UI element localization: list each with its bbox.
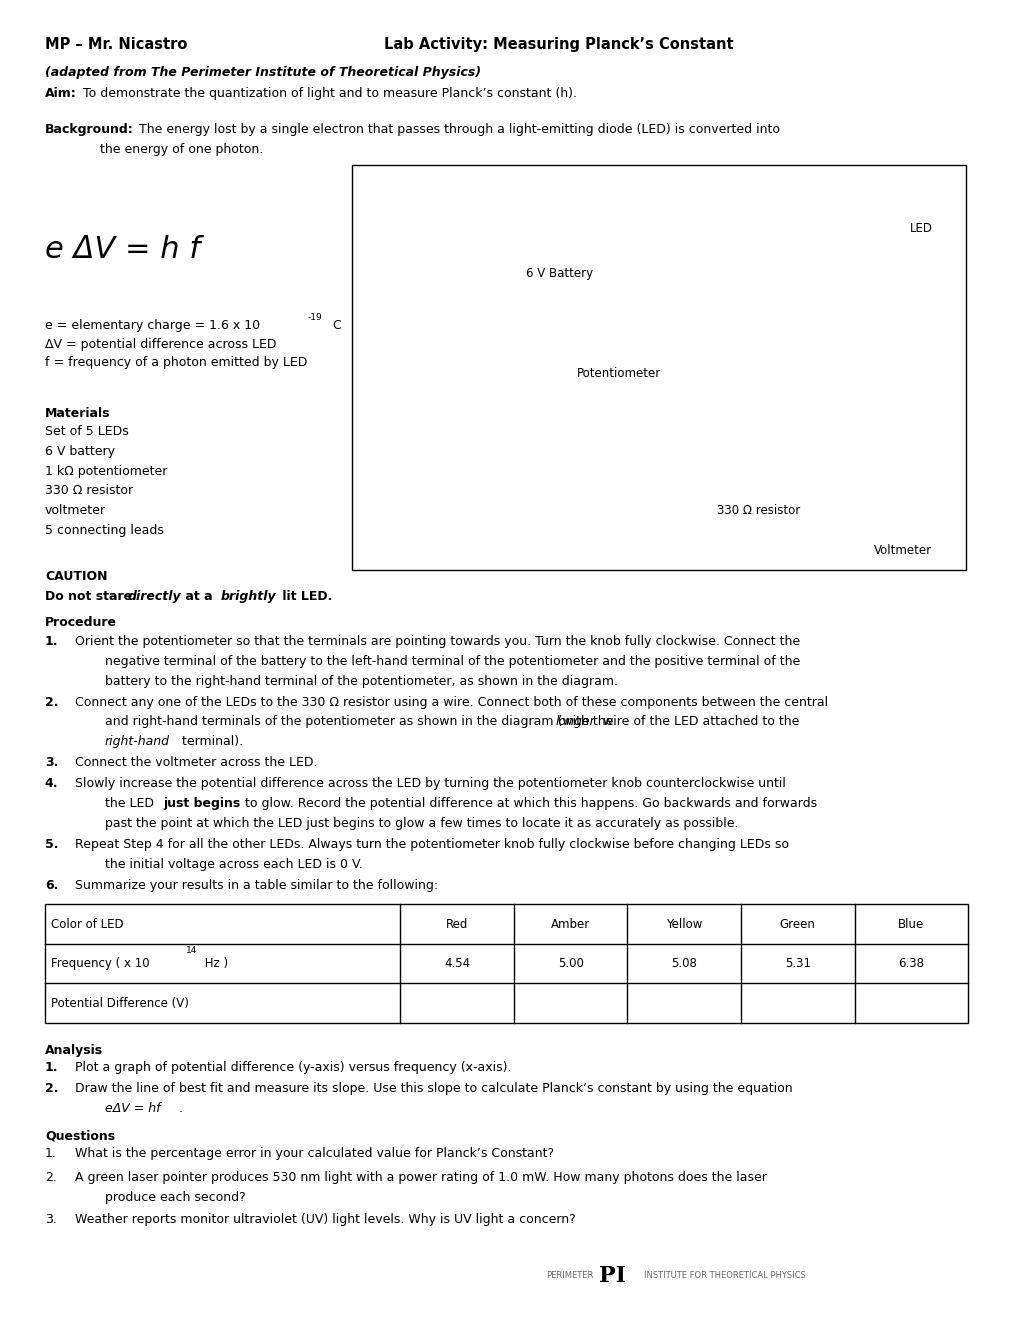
Text: 6.: 6. [45, 879, 58, 892]
Text: 1 kΩ potentiometer: 1 kΩ potentiometer [45, 465, 167, 478]
Text: Lab Activity: Measuring Planck’s Constant: Lab Activity: Measuring Planck’s Constan… [384, 37, 733, 51]
Bar [45, 904, 967, 1023]
Text: produce each second?: produce each second? [105, 1191, 246, 1204]
Text: 3.: 3. [45, 756, 58, 770]
Text: C: C [329, 319, 341, 333]
Text: 6 V battery: 6 V battery [45, 445, 115, 458]
Text: Plot a graph of potential difference (y-axis) versus frequency (x-axis).: Plot a graph of potential difference (y-… [74, 1061, 511, 1074]
Text: Potentiometer: Potentiometer [577, 367, 660, 380]
Text: 1.: 1. [45, 1061, 58, 1074]
Text: Voltmeter: Voltmeter [873, 544, 931, 557]
Text: Color of LED: Color of LED [51, 917, 123, 931]
Text: the energy of one photon.: the energy of one photon. [100, 143, 263, 156]
Text: PI: PI [598, 1265, 626, 1287]
Text: INSTITUTE FOR THEORETICAL PHYSICS: INSTITUTE FOR THEORETICAL PHYSICS [643, 1271, 805, 1280]
Text: 5.: 5. [45, 838, 58, 851]
Text: 6.38: 6.38 [898, 957, 923, 970]
Text: 2.: 2. [45, 696, 58, 709]
Text: To demonstrate the quantization of light and to measure Planck’s constant (h).: To demonstrate the quantization of light… [78, 87, 577, 100]
Text: to glow. Record the potential difference at which this happens. Go backwards and: to glow. Record the potential difference… [240, 797, 816, 810]
Text: 330 Ω resistor: 330 Ω resistor [716, 504, 800, 517]
Text: at a: at a [180, 590, 216, 603]
Text: Procedure: Procedure [45, 616, 117, 630]
Text: e ΔV = h f: e ΔV = h f [45, 235, 200, 264]
Text: 1.: 1. [45, 1147, 57, 1160]
Text: 3.: 3. [45, 1213, 57, 1226]
Text: 5 connecting leads: 5 connecting leads [45, 524, 164, 537]
Text: lit LED.: lit LED. [278, 590, 332, 603]
Text: Amber: Amber [550, 917, 590, 931]
Text: 5.08: 5.08 [671, 957, 697, 970]
Text: the initial voltage across each LED is 0 V.: the initial voltage across each LED is 0… [105, 858, 363, 871]
Text: LED: LED [909, 222, 931, 235]
Text: Draw the line of best fit and measure its slope. Use this slope to calculate Pla: Draw the line of best fit and measure it… [74, 1082, 792, 1096]
Text: Do not stare: Do not stare [45, 590, 137, 603]
Text: 4.: 4. [45, 777, 58, 791]
Text: just begins: just begins [163, 797, 240, 810]
Text: Aim:: Aim: [45, 87, 76, 100]
Text: Connect the voltmeter across the LED.: Connect the voltmeter across the LED. [74, 756, 317, 770]
Text: Summarize your results in a table similar to the following:: Summarize your results in a table simila… [74, 879, 437, 892]
Text: MP – Mr. Nicastro: MP – Mr. Nicastro [45, 37, 187, 51]
Text: Repeat Step 4 for all the other LEDs. Always turn the potentiometer knob fully c: Repeat Step 4 for all the other LEDs. Al… [74, 838, 788, 851]
Text: directly: directly [127, 590, 181, 603]
Text: Frequency ( x 10: Frequency ( x 10 [51, 957, 150, 970]
Text: (adapted from The Perimeter Institute of Theoretical Physics): (adapted from The Perimeter Institute of… [45, 66, 481, 79]
Text: negative terminal of the battery to the left-hand terminal of the potentiometer : negative terminal of the battery to the … [105, 655, 799, 668]
Text: A green laser pointer produces 530 nm light with a power rating of 1.0 mW. How m: A green laser pointer produces 530 nm li… [74, 1171, 766, 1184]
Text: Connect any one of the LEDs to the 330 Ω resistor using a wire. Connect both of : Connect any one of the LEDs to the 330 Ω… [74, 696, 827, 709]
Text: right-hand: right-hand [105, 735, 169, 748]
Text: -19: -19 [307, 313, 322, 322]
Text: Materials: Materials [45, 407, 110, 420]
Text: Orient the potentiometer so that the terminals are pointing towards you. Turn th: Orient the potentiometer so that the ter… [74, 635, 799, 648]
Text: ΔV = potential difference across LED: ΔV = potential difference across LED [45, 338, 276, 351]
Text: 4.54: 4.54 [443, 957, 470, 970]
Text: .: . [174, 1102, 182, 1115]
Text: Green: Green [780, 917, 815, 931]
Text: battery to the right-hand terminal of the potentiometer, as shown in the diagram: battery to the right-hand terminal of th… [105, 675, 618, 688]
Text: The energy lost by a single electron that passes through a light-emitting diode : The energy lost by a single electron tha… [135, 123, 779, 136]
Text: 2.: 2. [45, 1171, 57, 1184]
Text: Background:: Background: [45, 123, 133, 136]
Text: Hz ): Hz ) [201, 957, 227, 970]
Text: terminal).: terminal). [177, 735, 243, 748]
Text: Yellow: Yellow [665, 917, 702, 931]
Text: 2.: 2. [45, 1082, 58, 1096]
Text: Questions: Questions [45, 1130, 115, 1143]
Text: past the point at which the LED just begins to glow a few times to locate it as : past the point at which the LED just beg… [105, 817, 738, 830]
Text: the LED: the LED [105, 797, 158, 810]
Text: Analysis: Analysis [45, 1044, 103, 1057]
Text: 6 V Battery: 6 V Battery [526, 267, 592, 280]
Text: 14: 14 [185, 946, 197, 954]
Text: Slowly increase the potential difference across the LED by turning the potentiom: Slowly increase the potential difference… [74, 777, 785, 791]
Text: e = elementary charge = 1.6 x 10: e = elementary charge = 1.6 x 10 [45, 319, 260, 333]
Text: longer: longer [555, 715, 595, 729]
Text: Blue: Blue [898, 917, 923, 931]
Text: wire of the LED attached to the: wire of the LED attached to the [598, 715, 799, 729]
Text: brightly: brightly [220, 590, 276, 603]
Bar [352, 165, 965, 570]
Text: PERIMETER: PERIMETER [546, 1271, 593, 1280]
Text: Potential Difference (V): Potential Difference (V) [51, 997, 189, 1010]
Text: CAUTION: CAUTION [45, 570, 107, 583]
Text: 5.31: 5.31 [784, 957, 810, 970]
Text: 330 Ω resistor: 330 Ω resistor [45, 484, 132, 498]
Text: Red: Red [445, 917, 468, 931]
Text: eΔV = hf: eΔV = hf [105, 1102, 160, 1115]
Text: f = frequency of a photon emitted by LED: f = frequency of a photon emitted by LED [45, 356, 307, 370]
Text: 5.00: 5.00 [557, 957, 583, 970]
Text: and right-hand terminals of the potentiometer as shown in the diagram (with the: and right-hand terminals of the potentio… [105, 715, 616, 729]
Text: What is the percentage error in your calculated value for Planck’s Constant?: What is the percentage error in your cal… [74, 1147, 553, 1160]
Text: 1.: 1. [45, 635, 58, 648]
Text: Weather reports monitor ultraviolet (UV) light levels. Why is UV light a concern: Weather reports monitor ultraviolet (UV)… [74, 1213, 575, 1226]
Text: Set of 5 LEDs: Set of 5 LEDs [45, 425, 128, 438]
Text: voltmeter: voltmeter [45, 504, 106, 517]
